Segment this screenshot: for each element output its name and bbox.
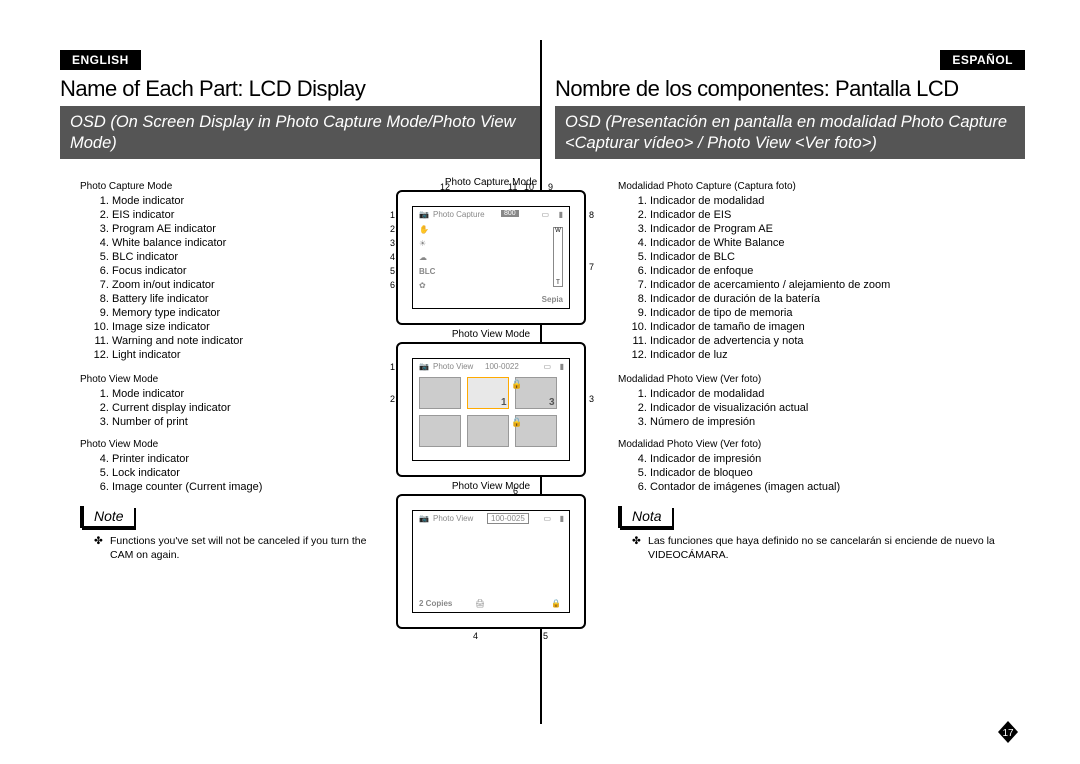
- list-item: Indicador de bloqueo: [650, 466, 1018, 480]
- page-number: 17: [996, 720, 1020, 744]
- list-item: Program AE indicator: [112, 222, 380, 236]
- diagram3-title: Photo View Mode: [396, 481, 586, 492]
- list-item: Mode indicator: [112, 194, 380, 208]
- list-item: Indicador de BLC: [650, 250, 1018, 264]
- title-es: Nombre de los componentes: Pantalla LCD: [555, 76, 1025, 102]
- note-text-en: Functions you've set will not be cancele…: [80, 534, 380, 562]
- list-item: Indicador de duración de la batería: [650, 292, 1018, 306]
- list-item: Number of print: [112, 415, 380, 429]
- title-en: Name of Each Part: LCD Display: [60, 76, 540, 102]
- diagram-column: Photo Capture Mode 12 11 10 9 1 2 3 4 5 …: [396, 173, 586, 633]
- es-view-label2: Modalidad Photo View (Ver foto): [618, 439, 1018, 450]
- list-item: Indicador de modalidad: [650, 387, 1018, 401]
- list-item: EIS indicator: [112, 208, 380, 222]
- list-item: Indicador de visualización actual: [650, 401, 1018, 415]
- list-item: Battery life indicator: [112, 292, 380, 306]
- manual-page: ENGLISH Name of Each Part: LCD Display O…: [0, 0, 1080, 764]
- list-item: Número de impresión: [650, 415, 1018, 429]
- d2-mode-b: 100-0022: [485, 362, 519, 371]
- list-item: Printer indicator: [112, 452, 380, 466]
- d3-mode-a: Photo View: [433, 514, 473, 523]
- es-capture-list: Modalidad Photo Capture (Captura foto) I…: [618, 173, 1018, 562]
- lang-badge-en: ENGLISH: [60, 50, 141, 70]
- en-capture-list: Photo Capture Mode Mode indicator EIS in…: [80, 173, 380, 562]
- list-item: White balance indicator: [112, 236, 380, 250]
- list-item: Image counter (Current image): [112, 480, 380, 494]
- d1-mode: Photo Capture: [433, 210, 485, 219]
- list-item: Zoom in/out indicator: [112, 278, 380, 292]
- note-text-es: Las funciones que haya definido no se ca…: [618, 534, 1018, 562]
- d3-copies: 2 Copies: [419, 599, 452, 608]
- d1-sepia: Sepia: [542, 295, 563, 304]
- d1-blc: BLC: [419, 267, 435, 276]
- d2-n1: 1: [501, 397, 507, 408]
- list-item: Indicador de White Balance: [650, 236, 1018, 250]
- en-capture-label: Photo Capture Mode: [80, 181, 380, 192]
- subtitle-en: OSD (On Screen Display in Photo Capture …: [60, 106, 540, 159]
- diagram2-title: Photo View Mode: [396, 329, 586, 340]
- list-item: Indicador de modalidad: [650, 194, 1018, 208]
- es-capture-label: Modalidad Photo Capture (Captura foto): [618, 181, 1018, 192]
- list-item: Indicador de enfoque: [650, 264, 1018, 278]
- list-item: Indicador de advertencia y nota: [650, 334, 1018, 348]
- english-column: ENGLISH Name of Each Part: LCD Display O…: [60, 50, 540, 165]
- d2-mode-a: Photo View: [433, 362, 473, 371]
- list-item: Image size indicator: [112, 320, 380, 334]
- d2-n3: 3: [549, 397, 555, 408]
- list-item: Indicador de tamaño de imagen: [650, 320, 1018, 334]
- list-item: Indicador de tipo de memoria: [650, 306, 1018, 320]
- svg-text:17: 17: [1002, 728, 1014, 739]
- list-item: Lock indicator: [112, 466, 380, 480]
- list-item: Memory type indicator: [112, 306, 380, 320]
- note-header-es: Nota: [618, 506, 672, 528]
- list-item: Warning and note indicator: [112, 334, 380, 348]
- diagram-capture: 12 11 10 9 1 2 3 4 5 6 8 7 📷 Photo Captu…: [396, 190, 586, 325]
- es-view-label: Modalidad Photo View (Ver foto): [618, 374, 1018, 385]
- list-item: Indicador de Program AE: [650, 222, 1018, 236]
- note-header-en: Note: [80, 506, 134, 528]
- en-view-label2: Photo View Mode: [80, 439, 380, 450]
- diagram-view-grid: 1 2 3 📷 Photo View 100-0022 ▭ ▮ 🔒 🔒 1 3: [396, 342, 586, 477]
- list-item: BLC indicator: [112, 250, 380, 264]
- d3-mode-b: 100-0025: [487, 513, 529, 524]
- diagram-view-single: 6 4 5 📷 Photo View 100-0025 ▭ ▮ 2 Copies…: [396, 494, 586, 629]
- list-item: Focus indicator: [112, 264, 380, 278]
- spanish-column: ESPAÑOL Nombre de los componentes: Panta…: [555, 50, 1025, 165]
- list-item: Contador de imágenes (imagen actual): [650, 480, 1018, 494]
- lang-badge-es: ESPAÑOL: [940, 50, 1025, 70]
- d1-size: 800: [501, 210, 519, 217]
- list-item: Indicador de luz: [650, 348, 1018, 362]
- list-item: Current display indicator: [112, 401, 380, 415]
- subtitle-es: OSD (Presentación en pantalla en modalid…: [555, 106, 1025, 159]
- list-item: Indicador de acercamiento / alejamiento …: [650, 278, 1018, 292]
- list-item: Light indicator: [112, 348, 380, 362]
- list-item: Mode indicator: [112, 387, 380, 401]
- diagram1-title: Photo Capture Mode: [396, 177, 586, 188]
- list-item: Indicador de EIS: [650, 208, 1018, 222]
- list-item: Indicador de impresión: [650, 452, 1018, 466]
- en-view-label: Photo View Mode: [80, 374, 380, 385]
